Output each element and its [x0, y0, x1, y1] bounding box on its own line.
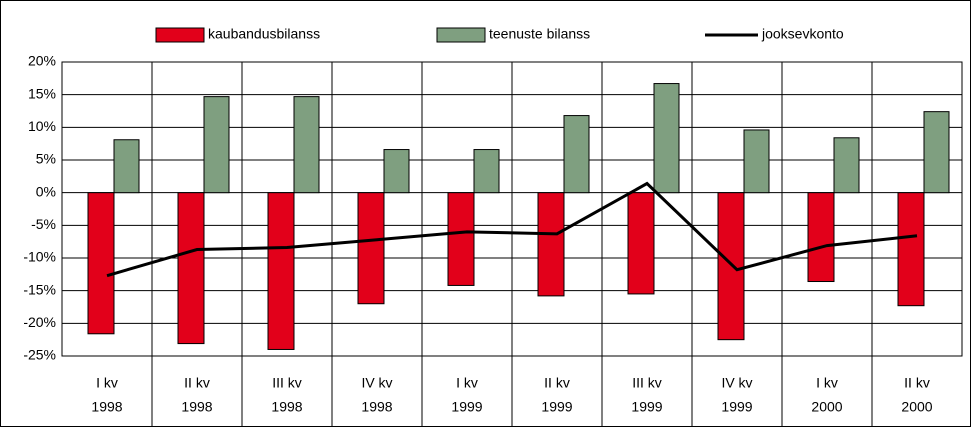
bar	[653, 83, 680, 194]
x-tick-label: 1998	[181, 399, 212, 415]
y-tick-label: 20%	[28, 53, 56, 69]
bar	[357, 192, 385, 305]
x-tick-label: IV kv	[721, 375, 752, 391]
legend-swatch	[155, 27, 205, 43]
x-tick-label: I kv	[816, 375, 838, 391]
bar	[627, 192, 655, 295]
legend-label: teenuste bilanss	[489, 26, 590, 42]
bar	[177, 192, 205, 345]
x-tick-label: 1998	[271, 399, 302, 415]
legend-label: jooksevkonto	[761, 26, 844, 42]
y-tick-label: 15%	[28, 85, 56, 101]
x-tick-label: 1999	[541, 399, 572, 415]
x-tick-label: 1999	[451, 399, 482, 415]
x-tick-label: II kv	[904, 375, 930, 391]
x-tick-label: II kv	[184, 375, 210, 391]
legend-swatch	[436, 27, 486, 43]
x-tick-label: 1998	[91, 399, 122, 415]
y-tick-label: -25%	[23, 347, 56, 363]
y-tick-label: 10%	[28, 118, 56, 134]
x-tick-label: 1998	[361, 399, 392, 415]
bar	[833, 137, 860, 194]
x-tick-label: 1999	[721, 399, 752, 415]
line	[106, 181, 918, 278]
x-tick-label: II kv	[544, 375, 570, 391]
bar	[473, 149, 500, 194]
x-tick-label: I kv	[456, 375, 478, 391]
bar	[537, 192, 565, 297]
bar	[923, 111, 950, 194]
bar	[293, 96, 320, 194]
y-tick-label: -20%	[23, 314, 56, 330]
bar	[383, 149, 410, 194]
legend-label: kaubandusbilanss	[208, 26, 320, 42]
x-tick-label: IV kv	[361, 375, 392, 391]
x-tick-label: 1999	[631, 399, 662, 415]
bar	[717, 192, 745, 341]
x-tick-label: III kv	[272, 375, 302, 391]
y-tick-label: -10%	[23, 249, 56, 265]
x-tick-label: I kv	[96, 375, 118, 391]
bar	[87, 192, 115, 335]
y-tick-label: 0%	[36, 183, 56, 199]
y-tick-label: -15%	[23, 281, 56, 297]
bar	[563, 115, 590, 194]
bar	[743, 129, 770, 194]
y-tick-label: -5%	[31, 216, 56, 232]
bar	[113, 139, 140, 194]
bar	[447, 192, 475, 286]
x-tick-label: 2000	[901, 399, 932, 415]
bar	[203, 96, 230, 194]
x-tick-label: III kv	[632, 375, 662, 391]
bar	[267, 192, 295, 350]
bar	[807, 192, 835, 283]
y-tick-label: 5%	[36, 151, 56, 167]
bar	[897, 192, 925, 307]
x-tick-label: 2000	[811, 399, 842, 415]
